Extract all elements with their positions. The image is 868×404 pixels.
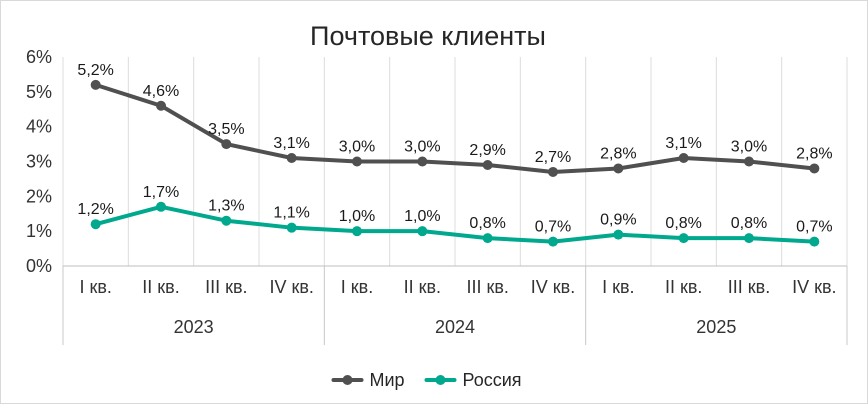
data-point [548,166,558,177]
data-point [221,139,232,150]
x-tick-label: IV кв. [531,277,575,297]
data-label: 2,7% [535,149,571,166]
y-tick-label: 6% [26,47,52,67]
x-axis: I кв. II кв. III кв. IV кв. I кв. II кв. III к… [62,266,848,345]
data-label: 3,0% [404,139,440,156]
x-tick-label: I кв. [79,277,111,297]
data-point [613,229,624,240]
data-point [286,222,297,233]
data-point [156,201,166,212]
group-label: 2023 [174,317,214,337]
data-point [417,226,428,237]
series-layer: 5,2% 4,6% 3,5% 3,1% 3,0% 3,0% 2,9% 2,7% 2,8% 3,1%… [77,62,833,247]
data-point [613,163,624,174]
data-label: 0,7% [535,219,571,236]
data-point [90,219,101,230]
y-tick-label: 0% [26,256,52,276]
legend-marker [435,375,446,385]
legend: Мир Россия [331,370,522,390]
x-tick-label: IV кв. [792,277,836,297]
x-tick-label: I кв. [341,277,373,297]
x-tick-label: III кв. [466,277,508,297]
data-label: 3,1% [665,135,701,152]
data-label: 0,7% [796,219,832,236]
y-tick-label: 3% [26,152,52,172]
data-label: 5,2% [77,62,113,79]
data-label: 4,6% [143,83,179,100]
data-point [678,153,689,164]
data-point [286,153,297,164]
data-label: 1,3% [208,198,244,215]
data-point [352,156,362,167]
data-point [678,233,689,244]
data-label: 0,9% [600,212,636,229]
data-point [221,215,232,226]
data-label: 0,8% [665,215,701,232]
data-point [809,236,820,247]
data-label: 3,5% [208,121,244,138]
x-tick-label: IV кв. [269,277,313,297]
data-label: 1,2% [77,201,113,218]
group-label: 2025 [696,317,736,337]
data-point [744,233,754,244]
x-tick-label: II кв. [142,277,179,297]
y-tick-label: 2% [26,186,52,206]
data-label: 2,8% [796,145,832,162]
x-tick-label: III кв. [728,277,770,297]
data-label: 1,0% [339,208,375,225]
data-point [482,159,493,170]
data-label: 1,7% [143,184,179,201]
data-label: 1,1% [273,205,309,222]
legend-label: Мир [370,370,405,390]
y-axis: 0% 1% 2% 3% 4% 5% 6% [26,47,52,276]
x-tick-label: II кв. [404,277,441,297]
data-label: 2,9% [469,142,505,159]
x-tick-label: II кв. [665,277,702,297]
chart-title: Почтовые клиенты [310,21,546,51]
data-label: 3,1% [273,135,309,152]
x-tick-label: I кв. [602,277,634,297]
data-label: 0,8% [731,215,767,232]
x-tick-label: III кв. [205,277,247,297]
data-label: 1,0% [404,208,440,225]
y-tick-label: 1% [26,221,52,241]
data-point [744,156,754,167]
data-point [482,233,493,244]
series-line-2 [93,204,817,244]
data-point [90,79,101,90]
y-tick-label: 4% [26,117,52,137]
series-line-1 [93,82,817,174]
y-tick-label: 5% [26,82,52,102]
legend-marker [342,375,353,385]
data-label: 0,8% [469,215,505,232]
data-point [352,226,362,237]
legend-label: Россия [463,370,522,390]
data-label: 2,8% [600,145,636,162]
data-point [548,236,558,247]
data-point [417,156,428,167]
data-point [809,163,820,174]
group-label: 2024 [435,317,475,337]
data-point [156,100,166,111]
data-label: 3,0% [731,139,767,156]
data-label: 3,0% [339,139,375,156]
